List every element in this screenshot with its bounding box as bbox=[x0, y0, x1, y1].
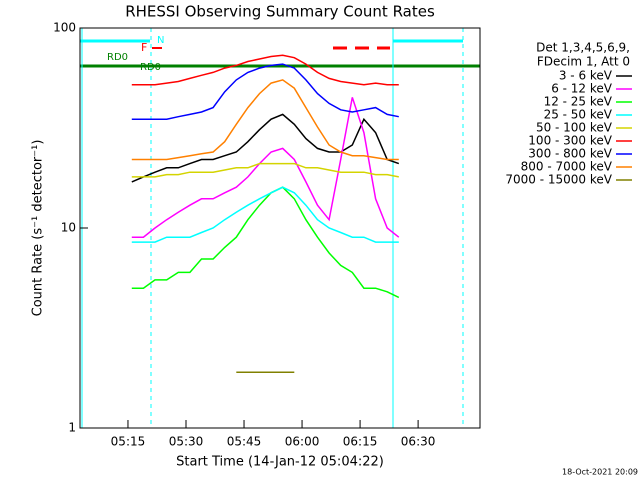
series-line bbox=[131, 79, 399, 161]
series-line bbox=[131, 162, 399, 178]
series-line bbox=[131, 186, 399, 243]
annotation: F bbox=[141, 41, 147, 54]
y-tick-label: 100 bbox=[53, 21, 76, 35]
x-tick-label: 05:45 bbox=[227, 435, 262, 449]
x-tick-label: 06:00 bbox=[285, 435, 320, 449]
series-line bbox=[131, 186, 400, 299]
annotation: N bbox=[157, 35, 164, 46]
legend-label: 3 - 6 keV bbox=[559, 69, 613, 83]
series-line bbox=[131, 113, 400, 183]
y-tick-label: 1 bbox=[68, 421, 76, 435]
series-line bbox=[131, 54, 399, 86]
legend-label: 25 - 50 keV bbox=[544, 108, 613, 122]
chart-title: RHESSI Observing Summary Count Rates bbox=[125, 3, 435, 21]
x-axis-label: Start Time (14-Jan-12 05:04:22) bbox=[176, 455, 384, 470]
legend-label: 100 - 300 keV bbox=[528, 134, 612, 148]
legend-label: 300 - 800 keV bbox=[528, 147, 612, 161]
annotation: RD0 bbox=[140, 62, 161, 73]
x-tick-label: 06:30 bbox=[401, 435, 436, 449]
series-line bbox=[131, 97, 400, 238]
legend-label: 7000 - 15000 keV bbox=[505, 173, 612, 187]
legend-header: Det 1,3,4,5,6,9, bbox=[536, 41, 630, 55]
legend-header: FDecim 1, Att 0 bbox=[537, 55, 630, 69]
x-tick-label: 05:15 bbox=[111, 435, 146, 449]
legend-label: 800 - 7000 keV bbox=[521, 160, 613, 174]
legend-label: 12 - 25 keV bbox=[544, 95, 613, 109]
legend-label: 50 - 100 keV bbox=[536, 121, 613, 135]
y-axis-label: Count Rate (s⁻¹ detector⁻¹) bbox=[31, 140, 46, 317]
y-tick-label: 10 bbox=[61, 221, 76, 235]
legend-label: 6 - 12 keV bbox=[551, 82, 613, 96]
x-tick-label: 06:15 bbox=[343, 435, 378, 449]
footer: 18-Oct-2021 20:09 bbox=[562, 468, 638, 477]
series-line bbox=[131, 63, 399, 120]
x-tick-label: 05:30 bbox=[169, 435, 204, 449]
annotation: RD0 bbox=[107, 52, 128, 63]
